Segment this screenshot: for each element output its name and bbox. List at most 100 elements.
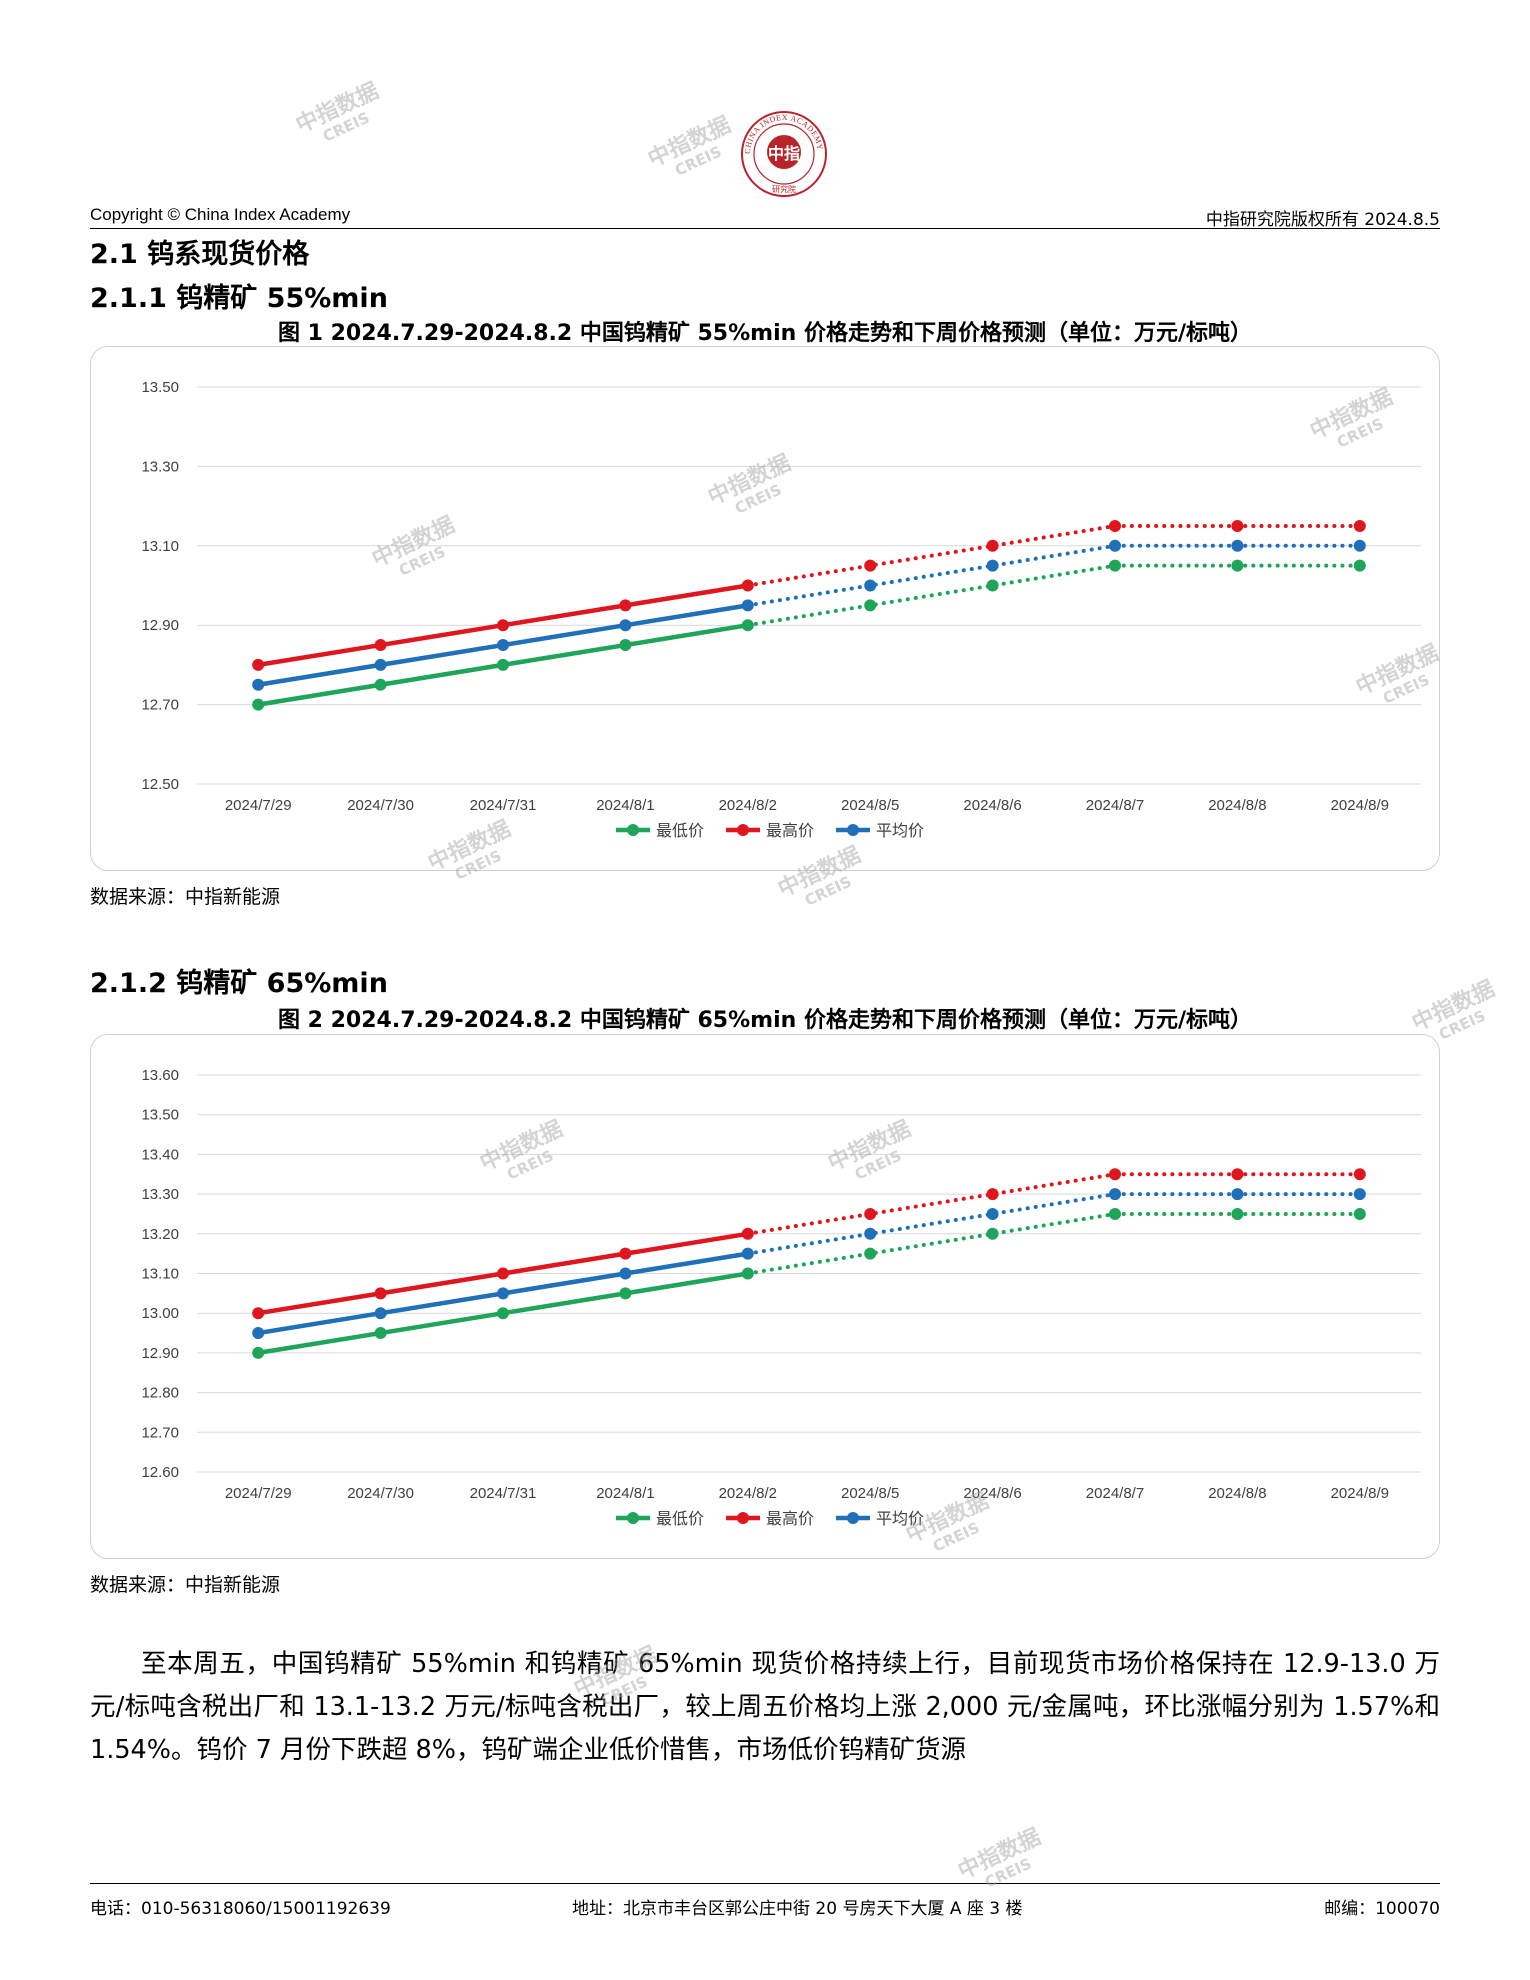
- data-point: [1231, 559, 1244, 572]
- x-tick-label: 2024/7/29: [225, 797, 292, 814]
- x-tick-label: 2024/7/29: [225, 1485, 292, 1502]
- series-line-forecast: [745, 1172, 1362, 1236]
- chart2-container: 12.60 12.70 12.80 12.90 13.00 13.10 13.20 13.30…: [90, 1034, 1440, 1559]
- data-point: [1231, 519, 1244, 532]
- data-point: [497, 1287, 509, 1300]
- x-tick-label: 2024/8/6: [963, 797, 1021, 814]
- subsection-title-55: 2.1.1 钨精矿 55%min: [90, 283, 388, 314]
- legend-swatch-marker: [847, 824, 859, 836]
- paragraph-text: 至本周五，中国钨精矿 55%min 和钨精矿 65%min 现货价格持续上行，目…: [90, 1649, 1440, 1765]
- x-tick-label: 2024/8/6: [963, 1485, 1021, 1502]
- data-point: [1109, 539, 1121, 552]
- x-tick-label: 2024/8/2: [719, 797, 777, 814]
- x-tick-label: 2024/7/30: [347, 797, 414, 814]
- data-point: [619, 639, 632, 652]
- data-point: [619, 1267, 632, 1280]
- data-point: [619, 619, 632, 632]
- copyright-text: Copyright © China Index Academy: [90, 205, 351, 224]
- data-point: [864, 579, 877, 592]
- watermark: 中指数据 CREIS: [644, 112, 735, 180]
- data-point: [619, 1247, 632, 1260]
- data-point: [252, 1327, 265, 1340]
- data-point: [374, 1287, 387, 1300]
- series-line-forecast: [745, 1211, 1362, 1276]
- body-paragraph: 至本周五，中国钨精矿 55%min 和钨精矿 65%min 现货价格持续上行，目…: [90, 1643, 1440, 1772]
- data-point: [741, 619, 754, 632]
- y-tick-label: 12.70: [141, 1424, 179, 1441]
- data-point: [497, 619, 509, 632]
- data-point: [374, 658, 387, 671]
- series-line-forecast: [745, 563, 1362, 628]
- x-tick-label: 2024/8/5: [841, 1485, 899, 1502]
- header-rights-date: 中指研究院版权所有 2024.8.5: [1205, 210, 1440, 230]
- data-point: [986, 1207, 999, 1220]
- y-tick-label: 12.50: [141, 776, 179, 793]
- data-point: [619, 1287, 632, 1300]
- data-point: [741, 1267, 754, 1280]
- data-point: [619, 599, 632, 612]
- data-point: [1109, 1188, 1121, 1201]
- data-point: [1109, 559, 1121, 572]
- data-point: [1353, 539, 1366, 552]
- x-tick-label: 2024/8/5: [841, 797, 899, 814]
- y-tick-label: 12.90: [141, 617, 179, 634]
- series-line-forecast: [745, 1192, 1362, 1256]
- data-point: [864, 559, 877, 572]
- chart1-svg: 12.50 12.70 12.90 13.10 13.30 13.50 2024/7/29 2…: [141, 379, 1421, 840]
- data-point: [252, 1346, 265, 1359]
- chart2-source: 数据来源：中指新能源: [90, 1574, 281, 1596]
- legend-label: 平均价: [876, 821, 924, 840]
- legend-label: 平均价: [876, 1509, 924, 1528]
- data-point: [986, 539, 999, 552]
- y-tick-label: 13.10: [141, 1266, 179, 1283]
- data-point: [864, 1207, 877, 1220]
- x-tick-label: 2024/8/1: [596, 797, 654, 814]
- data-point: [741, 1247, 754, 1260]
- data-point: [986, 579, 999, 592]
- data-point: [374, 1327, 387, 1340]
- data-point: [1231, 1168, 1244, 1181]
- data-point: [864, 1227, 877, 1240]
- x-tick-label: 2024/8/7: [1086, 797, 1144, 814]
- chart1-container: 12.50 12.70 12.90 13.10 13.30 13.50 2024/7/29 2…: [90, 346, 1440, 871]
- data-point: [1353, 559, 1366, 572]
- data-point: [1109, 519, 1121, 532]
- data-point: [741, 599, 754, 612]
- y-tick-label: 13.30: [141, 1186, 179, 1203]
- data-point: [1231, 1188, 1244, 1201]
- header-divider: [90, 228, 1440, 229]
- data-point: [1109, 1168, 1121, 1181]
- legend-label: 最低价: [656, 821, 704, 840]
- logo-text: 中指: [768, 144, 800, 163]
- watermark: 中指数据 CREIS: [292, 78, 383, 146]
- data-point: [252, 698, 265, 711]
- watermark: 中指数据 CREIS: [954, 1824, 1045, 1892]
- data-point: [864, 599, 877, 612]
- y-tick-label: 12.90: [141, 1345, 179, 1362]
- data-point: [986, 559, 999, 572]
- legend-swatch-marker: [737, 824, 749, 836]
- x-tick-label: 2024/7/31: [470, 1485, 537, 1502]
- data-point: [864, 1247, 877, 1260]
- data-point: [374, 678, 387, 691]
- series-line-forecast: [745, 523, 1362, 588]
- x-tick-label: 2024/7/30: [347, 1485, 414, 1502]
- data-point: [1109, 1207, 1121, 1220]
- legend-swatch-marker: [847, 1512, 859, 1524]
- data-point: [252, 678, 265, 691]
- data-point: [497, 1307, 509, 1320]
- x-tick-label: 2024/8/2: [719, 1485, 777, 1502]
- footer-phone: 电话：010-56318060/15001192639: [90, 1899, 391, 1919]
- legend-label: 最高价: [766, 821, 814, 840]
- x-tick-label: 2024/7/31: [470, 797, 537, 814]
- series-line-forecast: [745, 543, 1362, 608]
- data-point: [252, 1307, 265, 1320]
- legend-swatch-marker: [627, 1512, 639, 1524]
- y-tick-label: 13.20: [141, 1226, 179, 1243]
- data-point: [497, 1267, 509, 1280]
- data-point: [1353, 1188, 1366, 1201]
- chart1-source: 数据来源：中指新能源: [90, 886, 281, 908]
- data-point: [1353, 1168, 1366, 1181]
- data-point: [1353, 1207, 1366, 1220]
- y-tick-label: 12.80: [141, 1385, 179, 1402]
